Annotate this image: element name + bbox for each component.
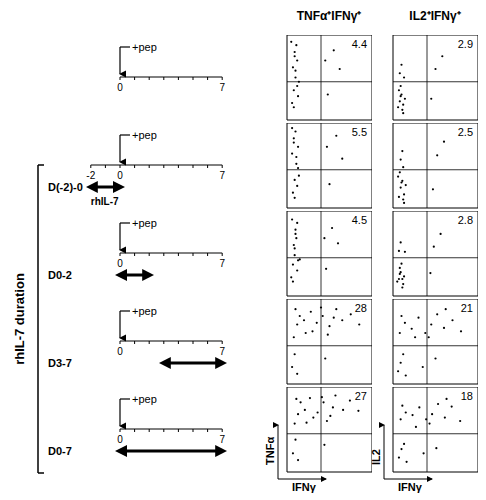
html-text:4.5: 4.5 <box>351 214 367 226</box>
svg-text:+pep: +pep <box>132 129 157 141</box>
html-text:21: 21 <box>460 302 473 314</box>
svg-text:+pep: +pep <box>132 217 157 229</box>
svg-text:rhIL-7: rhIL-7 <box>91 196 119 207</box>
html-text:18: 18 <box>460 390 473 402</box>
svg-text:0: 0 <box>117 434 123 445</box>
svg-text:7: 7 <box>219 82 225 93</box>
svg-text:0: 0 <box>117 170 123 181</box>
svg-text:TNFα⁺IFNγ⁺: TNFα⁺IFNγ⁺ <box>297 9 362 23</box>
html-text:28: 28 <box>354 302 367 314</box>
html-text:4.4: 4.4 <box>351 38 367 50</box>
svg-text:D0-7: D0-7 <box>48 445 72 457</box>
svg-text:0: 0 <box>117 346 123 357</box>
html-text:2.5: 2.5 <box>457 126 473 138</box>
svg-text:7: 7 <box>219 346 225 357</box>
svg-text:D0-2: D0-2 <box>48 269 72 281</box>
svg-text:+pep: +pep <box>132 393 157 405</box>
svg-text:IFNγ: IFNγ <box>398 481 423 493</box>
html-text:5.5: 5.5 <box>351 126 367 138</box>
html-text:2.8: 2.8 <box>457 214 473 226</box>
svg-text:rhIL-7 duration: rhIL-7 duration <box>12 273 27 365</box>
svg-text:-2: -2 <box>86 170 95 181</box>
svg-text:IL2⁺IFNγ⁺: IL2⁺IFNγ⁺ <box>409 9 460 23</box>
svg-text:TNFα: TNFα <box>264 437 276 465</box>
svg-text:7: 7 <box>219 170 225 181</box>
svg-text:+pep: +pep <box>132 41 157 53</box>
svg-text:0: 0 <box>117 82 123 93</box>
svg-text:0: 0 <box>117 258 123 269</box>
svg-text:IL2: IL2 <box>370 449 382 465</box>
svg-text:D(-2)-0: D(-2)-0 <box>48 181 83 193</box>
html-text:2.9: 2.9 <box>457 38 473 50</box>
svg-text:+pep: +pep <box>132 305 157 317</box>
html-text:27: 27 <box>354 390 367 402</box>
svg-text:IFNγ: IFNγ <box>292 481 317 493</box>
svg-text:7: 7 <box>219 434 225 445</box>
svg-text:D3-7: D3-7 <box>48 357 72 369</box>
svg-text:7: 7 <box>219 258 225 269</box>
